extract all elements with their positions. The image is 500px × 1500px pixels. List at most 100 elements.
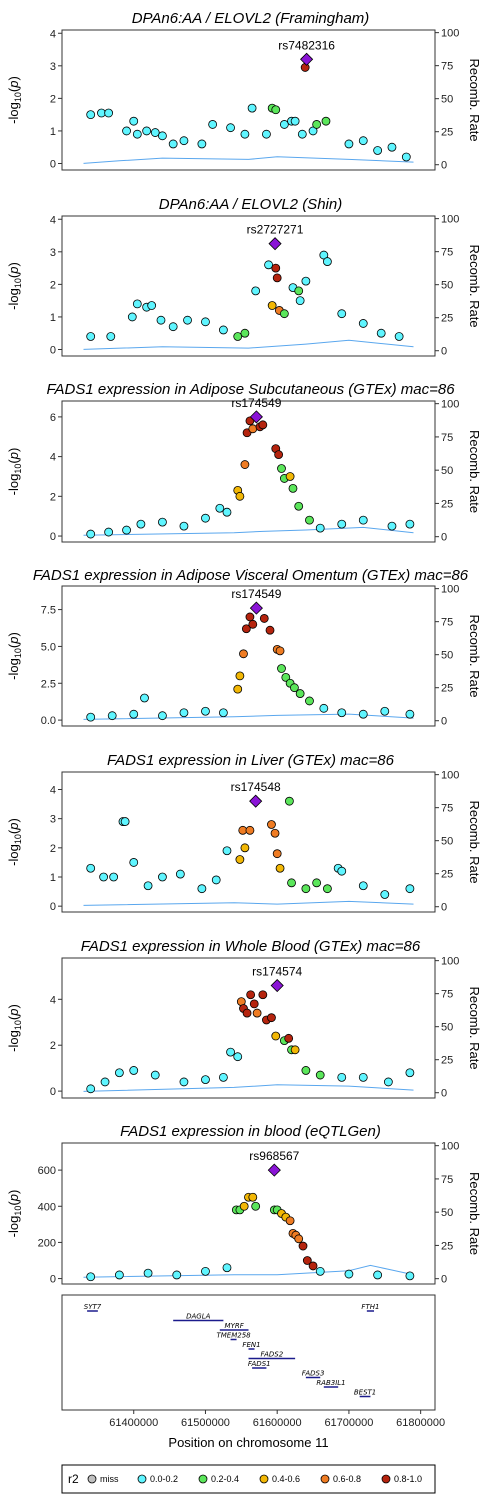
snp-point (226, 123, 235, 133)
snp-point (295, 296, 305, 306)
y-tick-label: 0 (50, 158, 56, 170)
y2-tick-label: 100 (441, 956, 459, 968)
snp-point (251, 1201, 261, 1211)
legend-swatch (381, 1474, 391, 1484)
panel-title: DPAn6:AA / ELOVL2 (Framingham) (132, 10, 370, 27)
snp-point (277, 664, 286, 673)
snp-point (143, 1268, 153, 1278)
y-tick-label: 3 (50, 61, 56, 73)
snp-point (233, 684, 243, 694)
y2-axis-label: Recomb. Rate (467, 430, 482, 513)
recomb-rate-line (83, 526, 414, 536)
y-axis-label: -log10(p) (6, 448, 23, 496)
lead-snp-marker (267, 1163, 281, 1177)
lead-snp-label: rs2727271 (247, 223, 304, 237)
snp-point (376, 328, 386, 338)
snp-point (297, 129, 307, 139)
snp-point (301, 276, 311, 286)
snp-point (240, 843, 250, 853)
snp-point (290, 683, 299, 693)
genes-frame (61, 1294, 436, 1411)
snp-point (405, 519, 415, 529)
snp-point (218, 1072, 228, 1082)
y-tick-label: 0 (50, 1274, 56, 1286)
snp-point (358, 881, 368, 891)
snp-point (358, 1072, 368, 1082)
snp-point (248, 424, 258, 434)
snp-point (302, 1256, 312, 1265)
y2-tick-label: 25 (441, 683, 453, 695)
legend-label: 0.8-1.0 (394, 1474, 422, 1484)
snp-point (233, 332, 243, 341)
y2-tick-label: 75 (441, 989, 453, 1001)
snp-point (183, 315, 192, 325)
snp-point (142, 126, 152, 136)
snp-point (107, 711, 117, 721)
snp-point (294, 286, 304, 296)
legend-title: r2 (68, 1472, 79, 1486)
y-tick-label: 2.5 (41, 678, 56, 690)
snp-point (222, 846, 232, 856)
y2-tick-label: 0 (441, 902, 447, 914)
y-tick-label: 2 (50, 1040, 56, 1052)
y2-tick-label: 50 (441, 280, 453, 292)
snp-point (312, 120, 322, 129)
snp-point (270, 828, 280, 838)
snp-point (218, 325, 228, 335)
snp-point (383, 1077, 393, 1087)
snp-point (251, 286, 261, 296)
snp-point (86, 110, 96, 120)
y2-tick-label: 0 (441, 716, 447, 728)
y2-tick-label: 75 (441, 1174, 453, 1186)
lead-snp-marker (249, 794, 263, 808)
snp-point (233, 1052, 243, 1062)
gene-label: SYT7 (84, 1303, 102, 1311)
snp-point (294, 1234, 304, 1244)
snp-point (150, 1070, 160, 1080)
snp-point (106, 332, 116, 341)
y2-tick-label: 50 (441, 465, 453, 477)
snp-point (248, 1192, 258, 1202)
y2-tick-label: 75 (441, 61, 453, 73)
snp-point (373, 1270, 383, 1280)
y-axis-label: -log10(p) (6, 1190, 23, 1238)
recomb-rate-line (83, 900, 414, 906)
legend-swatch (259, 1474, 269, 1484)
snp-point (150, 128, 160, 137)
snp-point (147, 301, 157, 310)
snp-point (267, 820, 276, 829)
snp-point (285, 1216, 295, 1226)
y-tick-label: 400 (38, 1201, 56, 1213)
snp-point (405, 1271, 415, 1281)
snp-point (258, 420, 268, 430)
snp-point (358, 319, 368, 328)
panel-title: FADS1 expression in blood (eQTLGen) (120, 1123, 381, 1140)
snp-point (358, 515, 368, 525)
legend-label: 0.6-0.8 (333, 1474, 361, 1484)
snp-point (86, 1272, 96, 1282)
y2-tick-label: 75 (441, 803, 453, 815)
snp-point (287, 878, 296, 888)
snp-point (222, 1263, 232, 1273)
lead-snp-marker (270, 978, 284, 993)
snp-point (272, 849, 282, 859)
y-tick-label: 3 (50, 814, 56, 826)
snp-point (305, 515, 314, 525)
snp-point (323, 884, 332, 894)
snp-point (247, 103, 257, 113)
snp-point (156, 315, 166, 325)
snp-point (319, 703, 329, 713)
snp-point (241, 624, 251, 634)
snp-point (222, 507, 232, 517)
snp-point (284, 796, 294, 806)
snp-point (337, 309, 347, 319)
y-tick-label: 0 (50, 531, 56, 543)
snp-point (179, 136, 189, 146)
snp-point (267, 1013, 276, 1023)
y-axis-label: -log10(p) (6, 76, 23, 124)
panel-title: DPAn6:AA / ELOVL2 (Shin) (159, 196, 342, 213)
snp-point (129, 116, 139, 126)
snp-point (290, 1045, 300, 1055)
snp-point (239, 1201, 249, 1211)
snp-point (240, 328, 250, 338)
